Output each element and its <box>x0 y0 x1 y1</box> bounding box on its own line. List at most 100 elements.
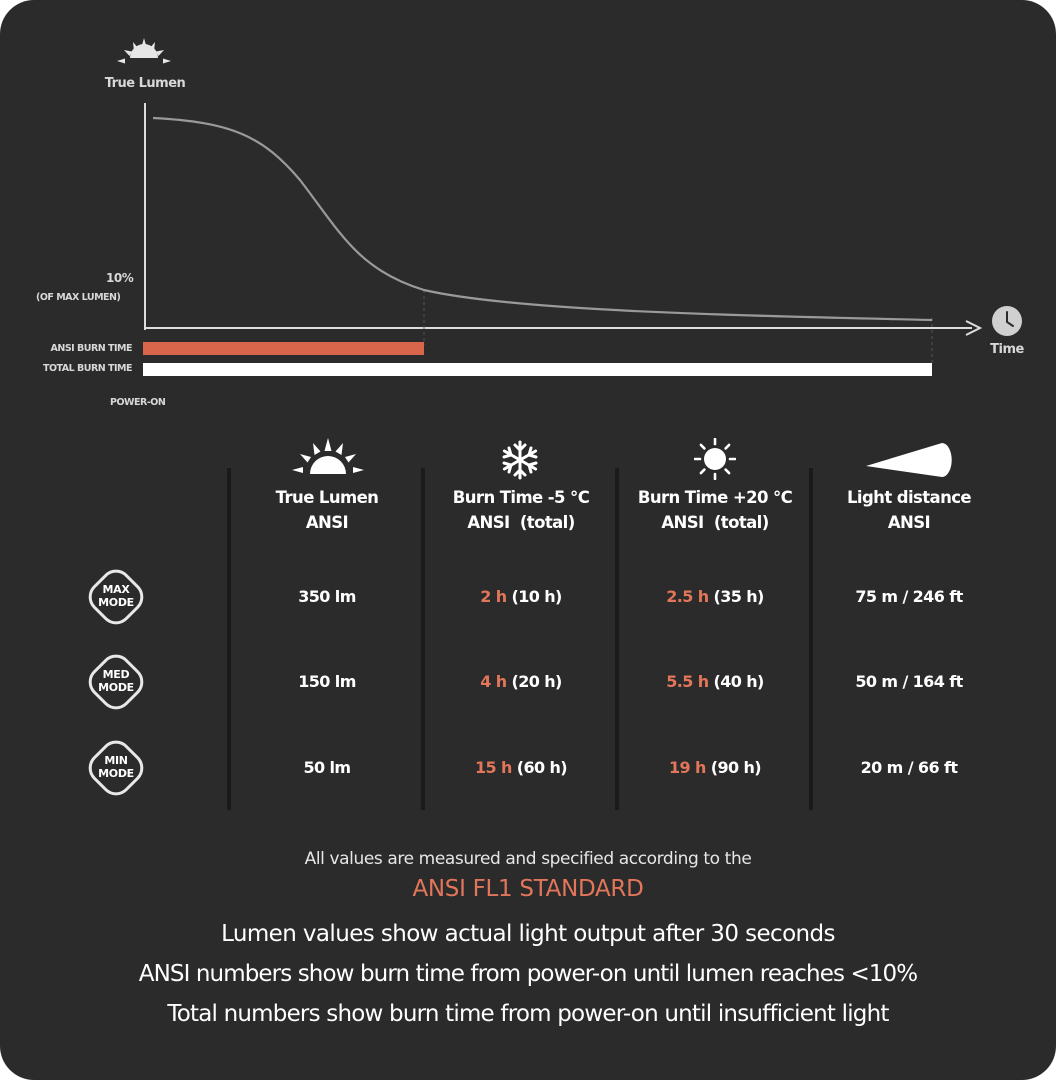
ansi-time: 2 h <box>480 587 507 606</box>
threshold-sublabel: (OF MAX LUMEN) <box>36 292 121 303</box>
sun-ray <box>335 443 343 455</box>
badge-label: MAX MODE <box>86 583 146 609</box>
column-divider <box>809 468 813 810</box>
sun-icon <box>694 438 736 480</box>
sun-ray <box>117 58 125 64</box>
badge-label: MIN MODE <box>86 754 146 780</box>
clock-icon <box>992 306 1022 336</box>
standard-name: ANSI FL1 STANDARD <box>412 876 644 902</box>
footer-note: Total numbers show burn time from power-… <box>167 1001 889 1027</box>
column-header-warm: Burn Time +20 °C ANSI (total) <box>615 485 815 535</box>
ansi-time: 15 h <box>474 758 512 777</box>
power-on-label: POWER-ON <box>110 397 166 408</box>
ansi-time: 2.5 h <box>666 587 709 606</box>
cell-warm-burn: 2.5 h (35 h) <box>615 587 815 606</box>
mode-badge-min: MIN MODE <box>82 734 150 802</box>
column-divider <box>615 468 619 810</box>
sun-ray <box>156 50 164 56</box>
column-divider <box>421 468 425 810</box>
snowflake-icon <box>502 440 538 480</box>
ansi-time: 4 h <box>480 672 507 691</box>
sun-ray <box>149 42 155 51</box>
snowflake-tip <box>513 467 527 477</box>
ansi-time: 5.5 h <box>666 672 709 691</box>
ansi-time: 19 h <box>668 758 706 777</box>
total-bar-label: TOTAL BURN TIME <box>43 363 133 374</box>
sun-ray <box>324 438 332 451</box>
header-line-2: ANSI <box>305 513 349 532</box>
threshold-label: 10% <box>106 271 134 285</box>
beam-icon <box>866 443 952 477</box>
header-line-1: Burn Time -5 °C <box>452 488 590 507</box>
cell-warm-burn: 19 h (90 h) <box>615 758 815 777</box>
cell-lumen: 350 lm <box>298 587 356 606</box>
footer-note: ANSI numbers show burn time from power-o… <box>138 961 918 987</box>
cell-warm-burn: 5.5 h (40 h) <box>615 672 815 691</box>
sun-ray <box>133 42 139 51</box>
sun-ray <box>141 38 147 47</box>
sun-disc <box>704 448 726 470</box>
cell-cold-burn: 2 h (10 h) <box>421 587 621 606</box>
sun-rising-icon <box>117 38 171 64</box>
total-time: (90 h) <box>710 758 762 777</box>
header-line-2: ANSI (total) <box>467 513 575 532</box>
cell-lumen: 150 lm <box>298 672 356 691</box>
total-time: (10 h) <box>511 587 563 606</box>
sun-ray <box>353 467 364 473</box>
x-axis-arrow <box>965 320 983 336</box>
sun-ray <box>724 468 731 475</box>
snowflake-tip <box>527 461 538 474</box>
lumen-decay-curve <box>152 116 933 322</box>
footer-note: Lumen values show actual light output af… <box>221 921 835 947</box>
snowflake-tip <box>502 446 513 459</box>
sun-ray <box>124 50 132 56</box>
sun-ray <box>724 443 731 450</box>
standard-intro: All values are measured and specified ac… <box>304 849 752 869</box>
sun-dome <box>310 456 346 474</box>
mode-word: MODE <box>98 767 134 780</box>
cell-lumen: 50 lm <box>303 758 352 777</box>
sun-ray <box>313 443 321 455</box>
sun-ray <box>163 58 171 64</box>
column-header-distance: Light distance ANSI <box>809 485 1009 535</box>
sun-rising-icon <box>292 438 364 474</box>
sun-ray <box>345 454 356 463</box>
total-time: (60 h) <box>516 758 568 777</box>
column-divider <box>227 468 231 810</box>
cell-cold-burn: 4 h (20 h) <box>421 672 621 691</box>
x-axis-label: Time <box>990 342 1024 357</box>
total-time: (35 h) <box>713 587 765 606</box>
mode-badge-med: MED MODE <box>82 648 150 716</box>
light-beam <box>866 443 952 477</box>
sun-ray <box>699 468 706 475</box>
mode-word: MODE <box>98 681 134 694</box>
cell-distance: 75 m / 246 ft <box>855 587 963 606</box>
header-line-1: Burn Time +20 °C <box>637 488 793 507</box>
ansi-bar-label: ANSI BURN TIME <box>50 343 133 354</box>
column-header-lumen: True Lumen ANSI <box>227 485 427 535</box>
header-line-1: True Lumen <box>275 488 379 507</box>
ansi-burn-bar <box>143 342 424 355</box>
badge-label: MED MODE <box>86 668 146 694</box>
snowflake-tip <box>513 443 527 453</box>
sun-ray <box>699 443 706 450</box>
mode-name: MIN <box>104 754 128 767</box>
burn-time-chart <box>117 38 1022 376</box>
header-line-2: ANSI (total) <box>661 513 769 532</box>
mode-name: MAX <box>102 583 130 596</box>
total-time: (20 h) <box>511 672 563 691</box>
clock-hands <box>1006 311 1014 327</box>
mode-word: MODE <box>98 596 134 609</box>
header-line-2: ANSI <box>887 513 931 532</box>
mode-name: MED <box>102 668 130 681</box>
column-header-cold: Burn Time -5 °C ANSI (total) <box>421 485 621 535</box>
total-burn-bar <box>143 363 932 376</box>
snowflake-tip <box>527 446 538 459</box>
total-time: (40 h) <box>713 672 765 691</box>
cell-distance: 20 m / 66 ft <box>860 758 958 777</box>
sun-ray <box>300 454 311 463</box>
y-axis-label: True Lumen <box>104 76 186 91</box>
sun-ray <box>292 467 303 473</box>
cell-cold-burn: 15 h (60 h) <box>421 758 621 777</box>
